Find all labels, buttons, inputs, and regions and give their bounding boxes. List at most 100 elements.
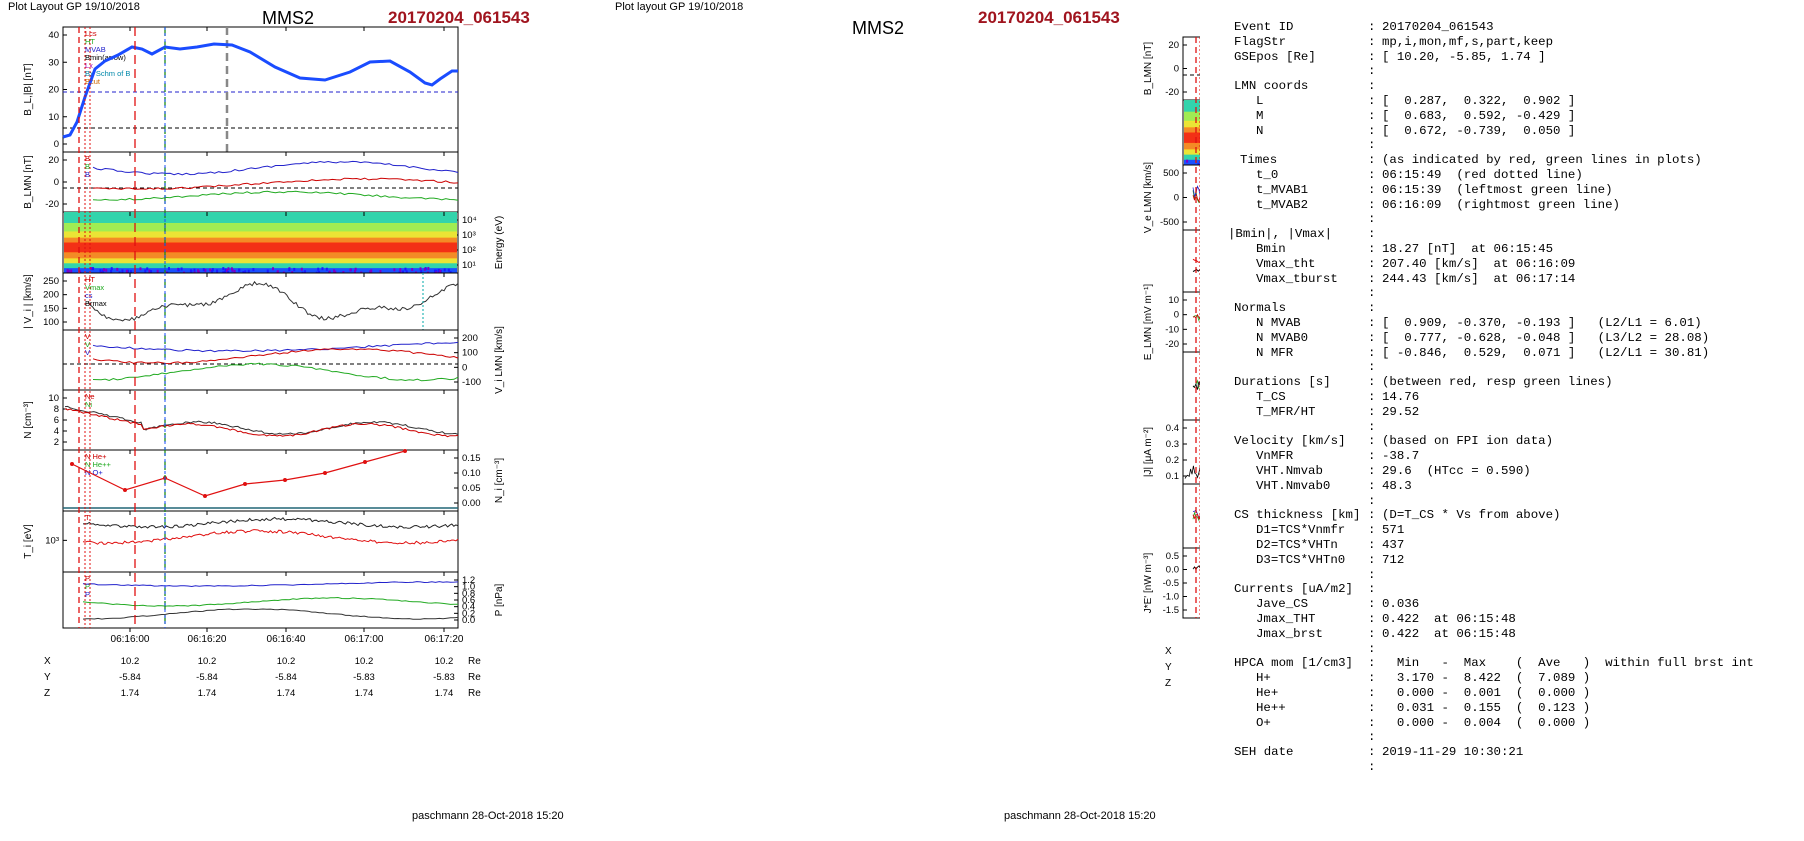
ion-spectrogram-noise — [102, 268, 105, 272]
summary-colon: : — [1368, 182, 1376, 197]
summary-label: Normals — [1234, 301, 1287, 316]
pos-row-value: 10.2 — [355, 656, 374, 667]
summary-value: [ 0.909, -0.370, -0.193 ] (L2/L1 = 6.01) — [1382, 316, 1702, 330]
legend-entry: P — [85, 582, 90, 591]
summary-label: T_CS — [1256, 390, 1286, 404]
ion-spectrogram-noise — [70, 269, 73, 273]
panel-btot: 40 30 20 10 0 B_L,|B| [nT] LcsHTMVABBmin(arrow… — [23, 26, 459, 153]
bn-trace — [92, 190, 459, 201]
summary-label: t_MVAB2 — [1256, 197, 1309, 212]
he-pp-point — [363, 460, 367, 464]
legend-entry: V — [85, 332, 90, 341]
summary-colon: : — [1368, 612, 1376, 626]
ne-trace — [64, 408, 459, 438]
panel-ti: 10³ T_i [eV] T — [23, 510, 459, 573]
summary-colon: : — [1368, 227, 1376, 242]
summary-value: 0.000 - 0.001 ( 0.000 ) — [1382, 686, 1591, 700]
summary-colon: : — [1368, 552, 1376, 567]
vm-trace — [92, 348, 459, 365]
y-axis-label: T_i [eV] — [23, 524, 34, 559]
ion-spectrogram-noise — [144, 269, 147, 273]
ion-spectrogram-noise — [252, 268, 255, 272]
y-axis-label: P [nPa] — [494, 583, 505, 616]
electron-spectrogram-band — [1184, 111, 1200, 122]
panel-frame — [1182, 291, 1200, 353]
y-axis-label: N_i [cm⁻³] — [494, 458, 505, 504]
y-tick-label: 10⁴ — [462, 215, 477, 226]
summary-value: 06:15:39 (leftmost green line) — [1382, 182, 1613, 197]
summary-colon: : — [1368, 360, 1376, 375]
summary-value: 29.6 (HTcc = 0.590) — [1382, 464, 1531, 478]
legend-entry: N He+ — [85, 452, 107, 461]
summary-value: 0.031 - 0.155 ( 0.123 ) — [1382, 700, 1591, 715]
legend-entry: B — [85, 170, 90, 179]
ion-spectrogram-noise — [419, 267, 422, 271]
y-tick-label: 10 — [48, 393, 59, 404]
y-tick-label: 0 — [1174, 310, 1179, 321]
ion-spectrogram-band — [64, 252, 457, 259]
summary-value: 244.43 [km/s] at 06:17:14 — [1382, 271, 1576, 286]
summary-label: t_MVAB1 — [1256, 182, 1309, 197]
summary-label: |Bmin|, |Vmax| — [1228, 227, 1333, 242]
legend-entry: Bcut — [85, 77, 101, 86]
panel-frame — [62, 26, 459, 153]
panel-frame — [1182, 419, 1200, 485]
pos-row-label: Y — [1165, 662, 1172, 673]
electron-spectrogram-band — [1184, 159, 1200, 166]
ion-spectrogram-noise — [334, 270, 337, 274]
y-tick-label: 8 — [54, 404, 59, 415]
p-total-trace — [82, 581, 459, 588]
summary-value: 0.422 at 06:15:48 — [1382, 626, 1516, 641]
left-sc-name: MMS2 — [262, 8, 315, 28]
ion-spectrogram-noise — [223, 270, 226, 274]
ion-spectrogram-noise — [370, 269, 373, 273]
ion-spectrogram-noise — [333, 269, 336, 273]
summary-colon: : — [1368, 79, 1376, 94]
y-axis-label: |J| [μA m⁻²] — [1143, 427, 1154, 477]
pos-row-value: 10.2 — [435, 656, 454, 667]
summary-colon: : — [1368, 582, 1376, 597]
ion-spectrogram-noise — [105, 268, 108, 272]
y-tick-label: 0.4 — [1166, 423, 1179, 434]
summary-value: [ 0.777, -0.628, -0.048 ] (L3/L2 = 28.08… — [1382, 330, 1710, 345]
y-tick-label: 0.2 — [462, 608, 475, 619]
panel-blmn: 20 0 -20 B_LMN [nT] BBB — [23, 151, 459, 213]
ion-spectrogram-band — [64, 242, 457, 253]
ion-spectrogram-noise — [193, 268, 196, 272]
ion-spectrogram-band — [64, 212, 457, 224]
summary-value: Min - Max ( Ave ) within full brst int — [1382, 656, 1754, 671]
pos-row-unit: Re — [468, 672, 481, 683]
y-tick-label: 0 — [54, 139, 59, 150]
y-tick-label: 0 — [1174, 193, 1179, 204]
electron-spectrogram-band — [1184, 142, 1200, 150]
x-tick-label: 06:16:00 — [111, 634, 150, 645]
summary-value: mp,i,mon,mf,s,part,keep — [1382, 34, 1554, 49]
summary-colon: : — [1368, 700, 1376, 715]
summary-colon: : — [1368, 478, 1376, 493]
ion-spectrogram-noise — [99, 269, 102, 273]
summary-label: H+ — [1256, 671, 1271, 686]
legend-entry: V — [85, 348, 90, 357]
pos-row-value: 10.2 — [277, 656, 296, 667]
ion-spectrogram-noise — [125, 269, 128, 273]
ion-spectrogram-noise — [90, 267, 93, 271]
ion-spectrogram-noise — [224, 268, 227, 272]
summary-value: 06:15:49 (red dotted line) — [1382, 168, 1583, 182]
panel-frame — [1182, 229, 1200, 293]
summary-colon: : — [1368, 212, 1376, 227]
ion-spectrogram-noise — [209, 268, 212, 272]
electron-spectrogram-noise — [1186, 159, 1189, 163]
ion-spectrogram-noise — [148, 269, 151, 273]
summary-value: (based on FPI ion data) — [1382, 434, 1554, 449]
ion-spectrogram-noise — [204, 268, 207, 272]
electron-spectrogram-band — [1184, 149, 1200, 156]
y-axis-label: B_L,|B| [nT] — [23, 63, 34, 116]
p-mag-trace — [82, 596, 458, 607]
right-event-id: 20170204_061543 — [978, 8, 1120, 27]
summary-colon: : — [1368, 404, 1376, 419]
ion-spectrogram-noise — [222, 267, 225, 271]
pos-row-value: -5.84 — [196, 672, 218, 683]
